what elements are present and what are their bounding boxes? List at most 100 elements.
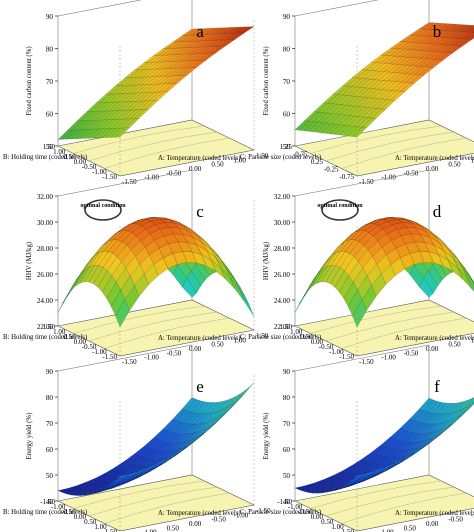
y-tick-label: -0.50 — [82, 163, 97, 171]
y-tick-label: 0.50 — [63, 333, 76, 341]
z-axis-label: HHV (MJ/kg) — [263, 242, 270, 280]
surface-cell — [463, 25, 474, 33]
x-tick-label: 0.00 — [426, 345, 439, 353]
y-tick-label: -0.75 — [339, 173, 354, 181]
surface-cell — [230, 277, 245, 302]
y-tick-label: 1.50 — [342, 528, 355, 532]
x-tick-label: -1.50 — [122, 358, 137, 366]
z-tick-label: 24.00 — [37, 297, 54, 305]
surface-cell — [239, 382, 255, 399]
x-tick-label: 0.00 — [426, 520, 439, 528]
y-tick-label: 1.00 — [53, 148, 66, 156]
z-tick-label: 60 — [46, 111, 54, 119]
y-tick-label: -1.50 — [339, 353, 354, 361]
z-tick-label: 50 — [46, 472, 54, 480]
x-axis-label: A: Temperature (coded levels) — [158, 155, 241, 162]
x-axis-label: A: Temperature (coded levels) — [395, 155, 474, 162]
x-tick-label: 0.00 — [189, 165, 202, 173]
x-axis-label: A: Temperature (coded levels) — [158, 510, 241, 517]
surface-cell — [462, 32, 474, 40]
y-tick-label: 1.00 — [331, 523, 344, 531]
y-tick-label: 0.00 — [311, 338, 324, 346]
panel-label: a — [196, 22, 204, 41]
surface-mesh — [57, 382, 255, 496]
z-tick-label: 60 — [46, 446, 54, 454]
z-tick-label: 80 — [283, 46, 291, 54]
z-tick-label: 22.00 — [274, 323, 291, 331]
floor-contour-3 — [341, 137, 467, 169]
z-tick-label: 26.00 — [37, 271, 54, 279]
z-tick-label: 60 — [283, 111, 291, 119]
surface-mesh — [294, 217, 474, 328]
optimal-condition-label: optimal condition — [80, 203, 126, 209]
z-tick-label: 32.00 — [37, 193, 54, 201]
y-tick-label: 0.00 — [311, 513, 324, 521]
optimal-condition-label: optimal condition — [317, 203, 363, 209]
y-tick-label: -0.50 — [61, 508, 76, 516]
floor-contour-1 — [73, 125, 205, 154]
y-axis-label: C: Particle size (coded levels) — [240, 334, 321, 341]
z-tick-label: 30.00 — [274, 219, 291, 227]
x-tick-label: -1.00 — [234, 511, 249, 519]
floor-contour-1 — [73, 480, 205, 509]
z-tick-label: 90 — [283, 368, 291, 376]
surface-cell — [463, 397, 474, 409]
x-tick-label: 0.00 — [189, 520, 202, 528]
surface-cell — [235, 281, 250, 306]
y-tick-label: -1.00 — [288, 503, 303, 511]
y-tick-label: 0.50 — [300, 333, 313, 341]
floor-contour-2 — [325, 131, 454, 162]
optimal-condition-marker — [84, 199, 122, 221]
x-tick-label: -0.50 — [448, 516, 463, 524]
z-axis-label: Energy yield (%) — [263, 413, 270, 460]
x-tick-label: 1.00 — [471, 336, 474, 344]
y-axis-label: C: Particle size (coded levels) — [240, 509, 321, 516]
surface-mesh — [57, 26, 255, 140]
floor-contour-2 — [325, 486, 454, 517]
z-tick-label: 70 — [283, 78, 291, 86]
surface-mesh — [294, 397, 474, 494]
surface-cell — [462, 268, 474, 287]
y-tick-label: -1.50 — [40, 498, 55, 506]
z-tick-label: 50 — [46, 143, 54, 151]
z-tick-label: 70 — [46, 78, 54, 86]
y-tick-label: -1.50 — [102, 353, 117, 361]
y-tick-label: 0.50 — [321, 518, 334, 526]
x-tick-label: -1.00 — [144, 354, 159, 362]
y-axis-label: C: Particle size (coded levels) — [240, 154, 321, 161]
z-tick-label: 80 — [46, 46, 54, 54]
surface-mesh — [294, 22, 474, 138]
x-tick-label: 1.00 — [144, 529, 157, 532]
y-tick-label: 0.50 — [84, 518, 97, 526]
x-tick-label: -0.50 — [404, 349, 419, 357]
surface-cell — [239, 26, 255, 34]
surface-cell — [472, 281, 474, 285]
floor-plane — [294, 299, 474, 357]
y-tick-label: -0.50 — [319, 343, 334, 351]
y-tick-label: 0.25 — [311, 158, 324, 166]
x-axis-label: A: Temperature (coded levels) — [158, 335, 241, 342]
x-tick-label: 0.00 — [189, 345, 202, 353]
y-tick-label: -1.00 — [92, 348, 107, 356]
panel-label: d — [433, 202, 442, 221]
z-tick-label: 80 — [46, 394, 54, 402]
panel-c: 32.00 30.00 28.00 26.00 24.00 22.00 HHV (MJ/kg… — [3, 169, 269, 366]
surface-cell — [472, 401, 474, 404]
surface-cell — [467, 273, 474, 284]
y-tick-label: 1.50 — [105, 528, 118, 532]
x-tick-label: 1.00 — [471, 156, 474, 164]
x-tick-label: 1.50 — [256, 152, 269, 160]
z-tick-label: 90 — [46, 368, 54, 376]
panel-d: 32.00 30.00 28.00 26.00 24.00 22.00 HHV (MJ/kg… — [240, 169, 474, 366]
panel-label: e — [196, 377, 204, 396]
surface-cell — [467, 399, 474, 407]
x-tick-label: -1.50 — [359, 358, 374, 366]
z-tick-label: 40 — [283, 498, 291, 506]
z-axis-label: HHV (MJ/kg) — [26, 242, 33, 280]
floor-contour-1 — [310, 305, 442, 334]
x-axis-label: A: Temperature (coded levels) — [395, 510, 474, 517]
z-axis-label: Fixed carbon content (%) — [263, 46, 270, 115]
optimal-condition-marker — [321, 199, 359, 221]
